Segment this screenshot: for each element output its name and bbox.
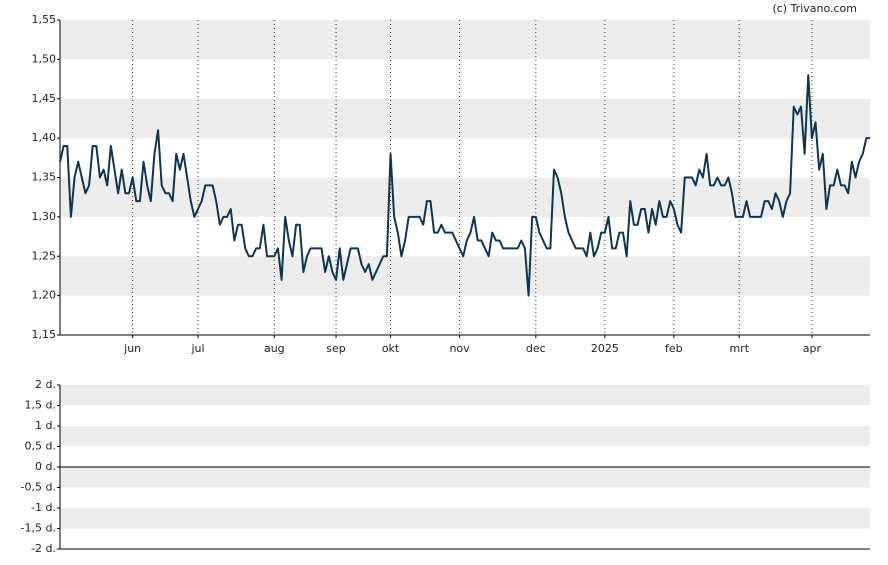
y-tick-label: 1,55: [32, 13, 57, 26]
y-tick-label: 1,15: [32, 328, 57, 341]
grid-band: [60, 98, 870, 139]
y-tick-label: 1,5 d.: [25, 399, 56, 412]
x-tick-label: jul: [190, 342, 204, 355]
y-tick-label: 1,50: [32, 52, 57, 65]
x-tick-label: sep: [326, 342, 345, 355]
y-tick-label: 1,40: [32, 131, 57, 144]
x-tick-label: okt: [382, 342, 400, 355]
y-tick-label: -1,5 d.: [21, 522, 56, 535]
x-tick-label: aug: [264, 342, 285, 355]
grid-band: [60, 385, 870, 406]
x-tick-label: jun: [123, 342, 141, 355]
y-tick-label: 1 d.: [35, 419, 56, 432]
x-tick-label: nov: [449, 342, 470, 355]
grid-band: [60, 256, 870, 296]
x-tick-label: dec: [526, 342, 546, 355]
y-tick-label: 1,25: [32, 249, 57, 262]
x-tick-label: mrt: [729, 342, 749, 355]
y-tick-label: -2 d.: [31, 542, 56, 555]
grid-band: [60, 20, 870, 60]
x-tick-label: feb: [665, 342, 683, 355]
y-tick-label: 1,45: [32, 92, 57, 105]
y-tick-label: 0 d.: [35, 460, 56, 473]
y-tick-label: 2 d.: [35, 378, 56, 391]
y-tick-label: 1,20: [32, 289, 57, 302]
source: (c) Trivano.com: [772, 2, 857, 15]
x-tick-label: apr: [803, 342, 822, 355]
price-line: [59, 74, 870, 297]
grid-band: [60, 467, 870, 488]
y-tick-label: -1 d.: [31, 501, 56, 514]
y-tick-label: 0,5 d.: [25, 440, 56, 453]
y-tick-label: -0,5 d.: [21, 481, 56, 494]
grid-band: [60, 508, 870, 529]
grid-band: [60, 426, 870, 447]
y-tick-label: 1,35: [32, 171, 57, 184]
x-tick-label: 2025: [591, 342, 619, 355]
y-tick-label: 1,30: [32, 210, 57, 223]
